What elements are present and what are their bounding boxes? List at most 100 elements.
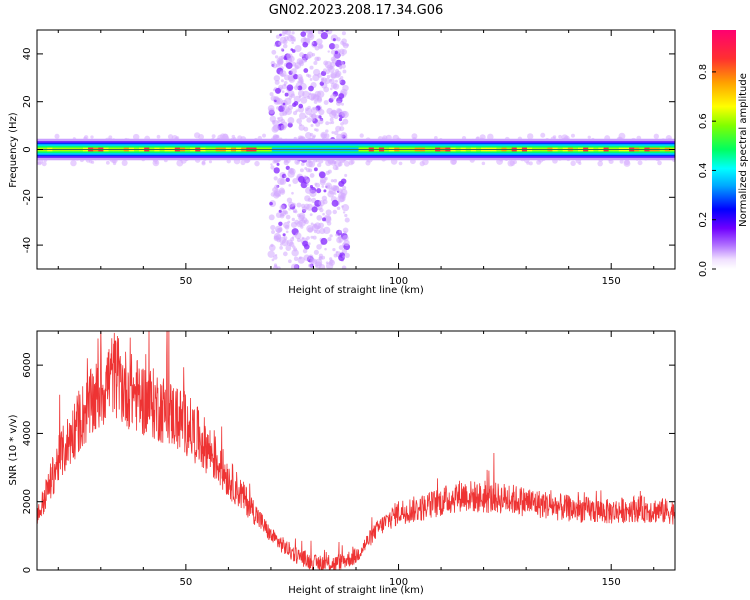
heatmap-cell [279,236,287,244]
heatmap-cell [288,96,292,100]
heatmap-cell [326,184,331,189]
heatmap-cell [294,62,302,69]
heatmap-cell [334,43,340,49]
heatmap-cell [527,133,534,140]
heatmap-cell [290,68,297,75]
heatmap-cell [319,207,324,213]
heatmap-cell [337,188,343,194]
heatmap-cell [288,241,295,247]
heatmap-cell [90,160,95,164]
heatmap-cell [326,221,332,226]
heatmap-cell [273,263,278,267]
heatmap-cell [254,160,260,167]
heatmap-cell [327,237,332,242]
snr-plot-area [37,331,675,570]
heatmap-cell [318,108,325,116]
heatmap-cell [307,242,311,246]
heatmap-cell [311,117,316,122]
heatmap-cell [336,37,341,42]
heatmap-cell [279,70,287,77]
heatmap-cell [309,189,317,198]
heatmap-cell [398,161,403,166]
heatmap-cell [422,158,429,166]
heatmap-cell [310,123,314,127]
heatmap-cell [112,161,117,166]
heatmap-cell [37,161,42,166]
heatmap-cell [334,50,339,55]
heatmap-cell [302,41,309,48]
heatmap-cell [316,230,321,235]
heatmap-cell [338,117,343,122]
heatmap-cell [323,100,329,106]
heatmap-cell [333,161,337,164]
heatmap-cell [311,224,320,232]
heatmap-cell [83,135,89,140]
heatmap-cell [308,254,314,260]
heatmap-cell [317,162,322,168]
heatmap-cell [321,195,328,201]
heatmap-cell [325,170,330,176]
heatmap-cell [296,202,302,208]
heatmap-cell [344,217,350,223]
colorbar-tick-label: 0.2 [698,212,709,228]
heatmap-cell [276,228,282,234]
heatmap-cell [331,185,338,192]
heatmap-cell [365,160,371,166]
heatmap-cell [329,65,334,70]
snr-panel: 50 100 150 0 2000 4000 6000 Height of straigh… [8,330,676,596]
heatmap-x-ticks: 50 100 150 [57,30,655,287]
heatmap-cell [273,255,278,260]
heatmap-cell [105,160,110,165]
heatmap-cell [316,214,323,221]
heatmap-cell [344,252,350,259]
heatmap-cell [294,232,302,240]
heatmap-cell [334,79,338,83]
heatmap-cell [282,233,286,237]
heatmap-cell [337,161,343,167]
snr-y-label: SNR (10 * v/v) [8,414,19,485]
heatmap-cell [279,178,287,185]
snr-frame [36,330,676,571]
heatmap-cell [318,222,324,229]
heatmap-cell [300,81,304,84]
heatmap-cell [305,30,314,35]
heatmap-cell [313,249,319,255]
heatmap-cell [296,74,303,80]
heatmap-cell [287,220,291,224]
snr-y-tick-label: 4000 [22,421,33,446]
heatmap-cell [279,246,283,250]
heatmap-cell [331,120,335,125]
heatmap-cell [293,85,299,91]
heatmap-cell [307,105,311,110]
heatmap-cell [653,133,659,139]
heatmap-cell [338,64,343,69]
heatmap-cell [291,249,299,257]
heatmap-cell [283,159,289,166]
heatmap-cell [325,129,329,133]
heatmap-cell [312,94,320,102]
heatmap-cell [274,96,279,101]
heatmap-cell [291,217,295,222]
heatmap-cell [314,56,320,62]
heatmap-cell [280,124,287,131]
heatmap-cell [274,236,278,240]
heatmap-cell [270,192,276,197]
heatmap-cell [336,100,342,106]
heatmap-cell [276,106,280,110]
heatmap-cell [288,201,294,208]
heatmap-cell [313,167,318,172]
heatmap-y-tick-label: 20 [22,95,33,108]
heatmap-cell [281,90,285,94]
snr-series-line [37,331,675,570]
heatmap-cell [294,159,300,165]
heatmap-cell [333,91,337,95]
heatmap-cell [272,62,278,69]
heatmap-cell [268,107,275,114]
heatmap-cell [317,90,325,98]
heatmap-cell [274,55,279,59]
heatmap-cell [313,128,317,131]
heatmap-cell [320,31,328,40]
heatmap-cell [335,70,342,77]
heatmap-cell [300,162,305,166]
heatmap-cell [324,247,327,251]
